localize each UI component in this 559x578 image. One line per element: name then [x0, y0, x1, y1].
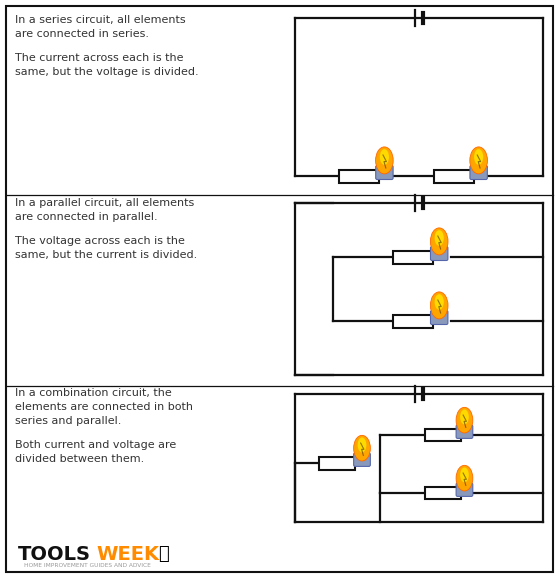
Ellipse shape — [474, 149, 483, 165]
Ellipse shape — [354, 435, 371, 461]
Bar — [434, 169, 473, 183]
FancyBboxPatch shape — [354, 453, 371, 466]
Ellipse shape — [460, 468, 469, 483]
Text: In a series circuit, all elements: In a series circuit, all elements — [15, 15, 186, 25]
Text: The current across each is the: The current across each is the — [15, 53, 183, 63]
Ellipse shape — [456, 407, 473, 433]
Ellipse shape — [358, 438, 366, 453]
Text: TOOLS: TOOLS — [18, 545, 91, 564]
Text: In a combination circuit, the: In a combination circuit, the — [15, 388, 172, 398]
Bar — [425, 487, 462, 499]
Ellipse shape — [435, 230, 444, 246]
Text: series and parallel.: series and parallel. — [15, 416, 121, 426]
FancyBboxPatch shape — [470, 165, 487, 180]
Ellipse shape — [430, 292, 448, 319]
Text: elements are connected in both: elements are connected in both — [15, 402, 193, 412]
Text: are connected in parallel.: are connected in parallel. — [15, 212, 158, 222]
Bar — [425, 429, 462, 441]
Bar — [393, 314, 433, 328]
Text: Both current and voltage are: Both current and voltage are — [15, 440, 176, 450]
Text: The voltage across each is the: The voltage across each is the — [15, 236, 185, 246]
Text: are connected in series.: are connected in series. — [15, 29, 149, 39]
FancyBboxPatch shape — [430, 246, 448, 261]
FancyBboxPatch shape — [456, 483, 473, 497]
Text: divided between them.: divided between them. — [15, 454, 144, 464]
Ellipse shape — [456, 465, 473, 491]
Ellipse shape — [430, 228, 448, 255]
Text: ⛑: ⛑ — [158, 545, 169, 563]
Text: In a parallel circuit, all elements: In a parallel circuit, all elements — [15, 198, 194, 208]
Ellipse shape — [380, 149, 389, 165]
Text: same, but the current is divided.: same, but the current is divided. — [15, 250, 197, 260]
FancyBboxPatch shape — [430, 310, 448, 324]
Text: HOME IMPROVEMENT GUIDES AND ADVICE: HOME IMPROVEMENT GUIDES AND ADVICE — [24, 563, 151, 568]
Ellipse shape — [376, 147, 393, 174]
FancyBboxPatch shape — [376, 165, 393, 180]
Ellipse shape — [460, 409, 469, 424]
Bar — [393, 250, 433, 264]
Text: WEEK: WEEK — [96, 545, 159, 564]
Ellipse shape — [470, 147, 487, 174]
Bar — [319, 457, 355, 469]
Bar — [339, 169, 380, 183]
Ellipse shape — [435, 294, 444, 310]
FancyBboxPatch shape — [456, 425, 473, 438]
Text: same, but the voltage is divided.: same, but the voltage is divided. — [15, 67, 198, 77]
